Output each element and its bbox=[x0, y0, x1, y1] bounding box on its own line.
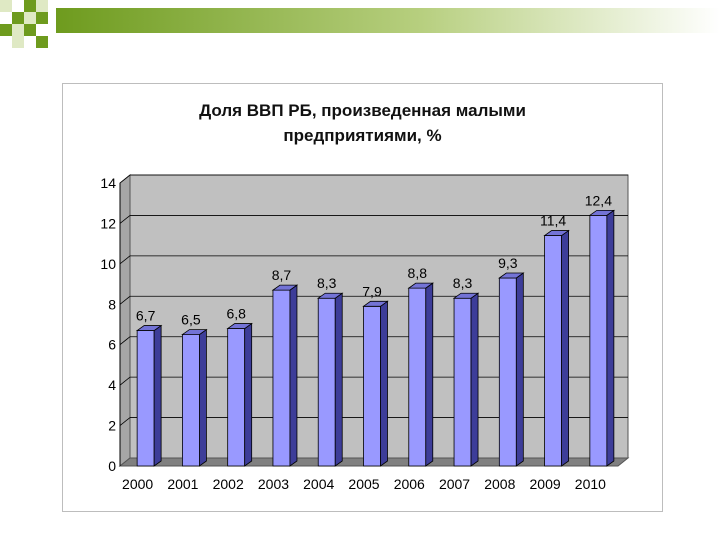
decor-square bbox=[24, 24, 36, 36]
decor-square bbox=[36, 36, 48, 48]
bar-front bbox=[317, 297, 336, 467]
bar-side bbox=[380, 300, 388, 467]
bar-side bbox=[199, 328, 207, 467]
bar-top bbox=[226, 323, 253, 329]
x-tick-label: 2004 bbox=[303, 476, 334, 492]
bar-side bbox=[425, 282, 434, 467]
decor-square bbox=[12, 12, 24, 24]
bar-side bbox=[153, 324, 162, 467]
header-gradient-band bbox=[56, 8, 720, 33]
bar bbox=[543, 229, 570, 467]
decor-square bbox=[36, 0, 48, 12]
bar-side bbox=[289, 284, 298, 467]
x-tick-label: 2008 bbox=[484, 476, 515, 492]
x-tick-label: 2002 bbox=[213, 476, 244, 492]
bar-top bbox=[316, 292, 344, 299]
data-label: 6,7 bbox=[136, 308, 156, 324]
data-label: 11,4 bbox=[540, 213, 566, 229]
data-label: 6,8 bbox=[226, 306, 246, 322]
gridline-side bbox=[119, 336, 131, 346]
header-decoration bbox=[0, 0, 720, 48]
bar-top bbox=[271, 284, 299, 291]
bar bbox=[135, 324, 163, 467]
y-tick-label: 14 bbox=[100, 175, 116, 191]
decor-square bbox=[24, 12, 36, 24]
bar-top bbox=[498, 272, 525, 279]
bar bbox=[271, 284, 299, 467]
x-tick-label: 2009 bbox=[530, 476, 561, 492]
decor-square bbox=[12, 24, 24, 36]
gridline-side bbox=[119, 215, 131, 224]
data-label: 7,9 bbox=[362, 283, 382, 299]
data-label: 6,5 bbox=[181, 312, 201, 328]
y-tick-label: 2 bbox=[108, 418, 116, 434]
x-tick-label: 2006 bbox=[394, 476, 425, 492]
data-label: 8,3 bbox=[453, 275, 473, 291]
bar bbox=[316, 292, 344, 467]
decor-square bbox=[12, 36, 24, 48]
bar-front bbox=[227, 328, 246, 467]
bar bbox=[452, 292, 480, 467]
y-tick-label: 8 bbox=[108, 296, 116, 312]
decor-square bbox=[36, 12, 48, 24]
data-label: 9,3 bbox=[498, 255, 518, 271]
bar-front bbox=[453, 297, 472, 467]
x-tick-label: 2003 bbox=[258, 476, 289, 492]
bar-front bbox=[589, 214, 608, 467]
bar bbox=[498, 272, 525, 467]
bar-side bbox=[606, 209, 615, 467]
data-label: 12,4 bbox=[585, 192, 612, 208]
y-tick-label: 6 bbox=[108, 337, 116, 353]
bar-top bbox=[407, 282, 435, 289]
gridline-side bbox=[119, 174, 131, 184]
bar-front bbox=[182, 334, 200, 467]
bar bbox=[362, 300, 389, 467]
bar-top bbox=[543, 230, 570, 236]
bar-side bbox=[515, 272, 524, 467]
bar-side bbox=[244, 322, 253, 467]
y-tick-label: 10 bbox=[100, 256, 116, 272]
bar-top bbox=[181, 329, 208, 336]
chart-title: Доля ВВП РБ, произведенная малыми предпр… bbox=[62, 98, 663, 148]
bar-front bbox=[544, 235, 562, 467]
data-label: 8,7 bbox=[272, 267, 292, 283]
bar-front bbox=[498, 277, 517, 467]
gridline-side bbox=[119, 295, 131, 305]
x-tick-label: 2007 bbox=[439, 476, 470, 492]
bar bbox=[181, 328, 208, 467]
decor-square bbox=[0, 0, 12, 12]
bar bbox=[226, 322, 253, 467]
bar-top bbox=[362, 300, 389, 307]
decor-square bbox=[0, 24, 12, 36]
bar-side bbox=[561, 229, 569, 467]
y-tick-label: 0 bbox=[108, 458, 116, 474]
bar-front bbox=[408, 287, 427, 467]
x-tick-label: 2000 bbox=[122, 476, 153, 492]
x-tick-label: 2010 bbox=[575, 476, 606, 492]
plot-side-wall bbox=[119, 173, 131, 468]
bar-front bbox=[272, 289, 291, 467]
bar-front bbox=[136, 330, 155, 467]
bar-front bbox=[363, 305, 381, 467]
gridline-side bbox=[119, 417, 131, 426]
bar-side bbox=[470, 292, 479, 467]
chart-title-line-2: предприятиями, % bbox=[283, 126, 442, 145]
decor-square bbox=[24, 0, 36, 12]
chart-title-line-1: Доля ВВП РБ, произведенная малыми bbox=[199, 101, 526, 120]
bar-top bbox=[588, 209, 616, 216]
x-tick-label: 2005 bbox=[348, 476, 379, 492]
bar bbox=[407, 282, 435, 467]
data-label: 8,3 bbox=[317, 275, 337, 291]
gridline-side bbox=[119, 376, 131, 386]
y-tick-label: 12 bbox=[100, 215, 116, 231]
bar-top bbox=[135, 325, 163, 331]
bar-side bbox=[334, 292, 343, 467]
bar bbox=[588, 209, 616, 467]
bar-top bbox=[452, 292, 480, 299]
data-label: 8,8 bbox=[408, 265, 428, 281]
x-tick-label: 2001 bbox=[167, 476, 198, 492]
gridline-side bbox=[119, 255, 131, 265]
y-tick-label: 4 bbox=[108, 377, 116, 393]
